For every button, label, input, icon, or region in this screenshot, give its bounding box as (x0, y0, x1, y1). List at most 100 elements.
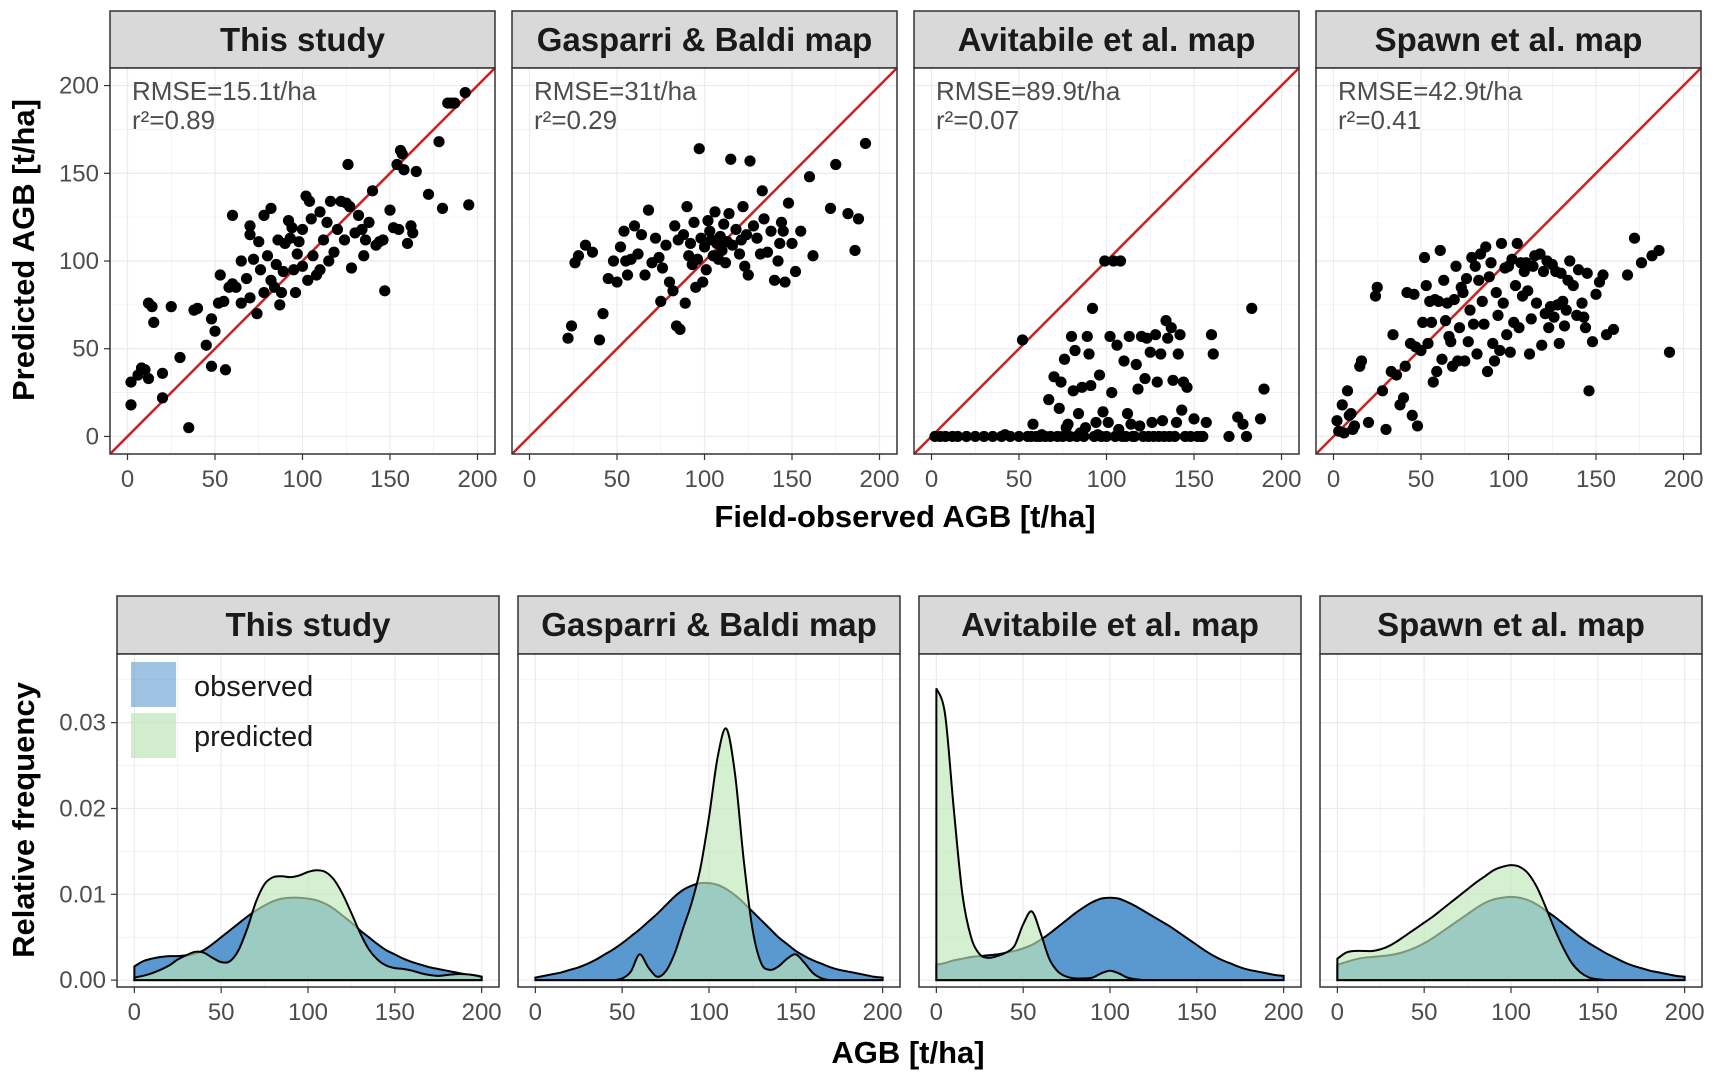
predicted-density (535, 727, 883, 982)
data-point (779, 276, 791, 288)
x-tick-label: 0 (1327, 466, 1340, 493)
data-point (1576, 297, 1588, 309)
x-tick-label: 200 (863, 999, 903, 1026)
x-tick-label: 100 (1090, 999, 1130, 1026)
data-point (628, 220, 641, 232)
data-point (1246, 302, 1258, 314)
x-tick-label: 200 (1665, 999, 1705, 1026)
data-point (1104, 330, 1116, 343)
data-point (422, 188, 435, 200)
data-point (142, 372, 155, 385)
data-point (655, 295, 667, 307)
data-point (649, 232, 662, 244)
data-point (1371, 281, 1383, 293)
data-point (978, 430, 990, 443)
data-point (669, 220, 681, 232)
data-point (1466, 251, 1478, 264)
data-point (1460, 272, 1473, 285)
data-point (1170, 416, 1183, 429)
data-point (667, 285, 679, 297)
data-point (1527, 260, 1539, 272)
data-point (1560, 304, 1572, 316)
data-point (209, 325, 221, 337)
data-point (632, 248, 644, 260)
data-point (1445, 336, 1457, 348)
data-point (1504, 346, 1516, 358)
data-point (1492, 309, 1504, 321)
data-point (739, 260, 751, 272)
data-point (148, 316, 160, 329)
data-point (716, 244, 728, 257)
data-point (200, 339, 212, 351)
x-tick-label: 50 (1010, 999, 1037, 1026)
data-point (562, 332, 574, 344)
x-tick-label: 150 (1578, 999, 1618, 1026)
facet-title: Spawn et al. map (1375, 21, 1643, 58)
facet-strip (511, 10, 898, 69)
data-point (565, 320, 578, 332)
data-point (852, 213, 865, 225)
data-point (1369, 290, 1382, 302)
data-point (1099, 255, 1111, 267)
data-point (1462, 336, 1474, 348)
data-point (1473, 274, 1485, 286)
data-point (607, 255, 620, 267)
data-point (952, 430, 964, 443)
data-point (342, 158, 354, 171)
data-point (125, 399, 137, 411)
x-tick-label: 150 (1576, 466, 1616, 493)
data-point (1509, 279, 1522, 292)
data-point (642, 204, 655, 216)
data-point (679, 297, 691, 309)
data-point (756, 185, 768, 197)
data-point (1506, 253, 1518, 265)
predicted-density (935, 687, 1284, 982)
data-point (205, 360, 218, 372)
density-panel-3: Avitabile et al. map 0 50 100 150 200 (918, 595, 1304, 1026)
data-point (275, 286, 288, 299)
data-point (849, 244, 861, 257)
scatter-x-axis-title: Field-observed AGB [t/ha] (714, 499, 1095, 534)
data-point (218, 295, 230, 307)
facet-title: Avitabile et al. map (961, 606, 1259, 643)
data-point (317, 234, 330, 246)
data-point (1200, 416, 1212, 429)
data-point (782, 197, 795, 209)
x-tick-label: 150 (375, 999, 415, 1026)
data-point (358, 250, 370, 262)
data-point (1572, 264, 1585, 276)
data-point (253, 236, 265, 248)
data-point (323, 255, 335, 267)
data-point (572, 250, 585, 262)
x-tick-label: 200 (1264, 999, 1304, 1026)
data-point (859, 137, 872, 150)
data-point (663, 276, 676, 288)
data-point (1125, 418, 1137, 430)
data-point (586, 246, 599, 258)
y-tick-label: 100 (59, 248, 99, 275)
data-point (191, 302, 204, 314)
data-point (305, 213, 317, 225)
data-point (1027, 418, 1039, 430)
data-point (681, 201, 693, 213)
x-tick-label: 150 (1174, 466, 1214, 493)
data-point (674, 323, 686, 336)
data-point (1078, 430, 1090, 443)
data-point (1555, 267, 1567, 279)
data-point (969, 430, 981, 443)
data-point (758, 213, 770, 225)
data-point (1130, 358, 1142, 371)
data-point (174, 351, 186, 364)
data-point (1536, 339, 1548, 351)
data-point (1422, 337, 1434, 350)
data-point (1093, 369, 1106, 381)
data-point (1165, 322, 1177, 334)
data-point (1628, 232, 1641, 244)
data-point (338, 234, 351, 246)
data-point (1420, 279, 1432, 292)
data-point (344, 201, 356, 213)
data-point (1483, 271, 1495, 283)
data-point (1457, 286, 1469, 299)
data-point (286, 222, 298, 234)
